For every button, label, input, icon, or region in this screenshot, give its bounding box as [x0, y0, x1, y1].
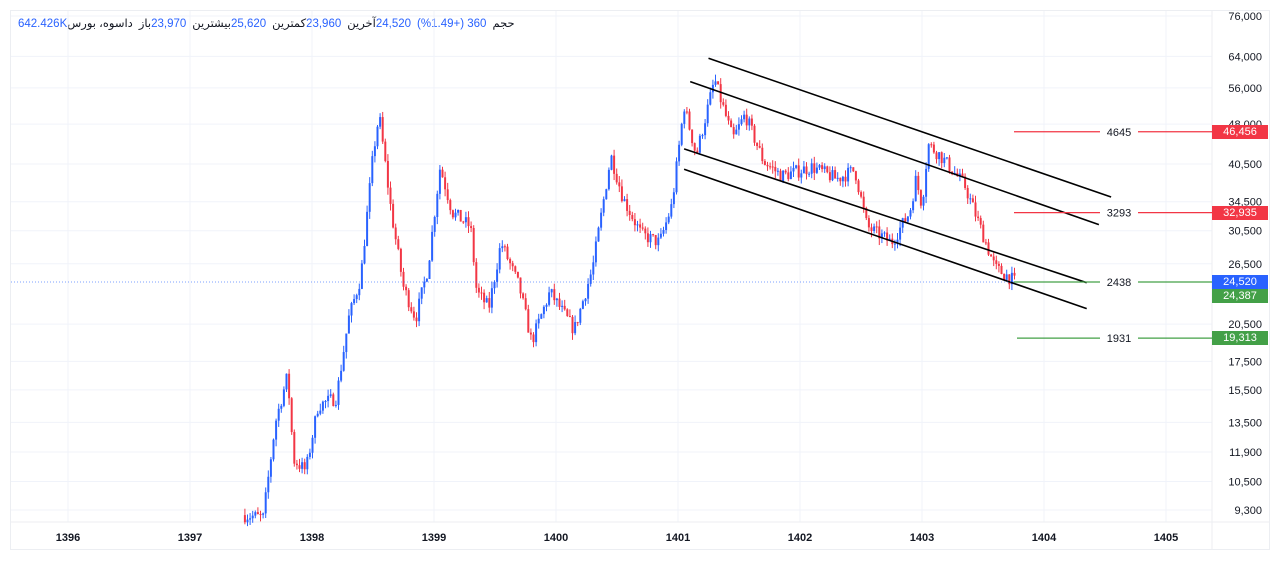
time-axis[interactable]: 1396 1397 1398 1399 1400 1401 1402 1403 1404 1405: [56, 532, 1178, 544]
last-price-tag: 24,520: [1212, 275, 1268, 290]
price-tick: 76,000: [1228, 11, 1262, 23]
time-tick: 1405: [1154, 532, 1178, 544]
time-tick: 1398: [300, 532, 324, 544]
ohlc-legend: 642.426K حجم 360 (+1.49%) 24,520آخرین 23,960…: [18, 16, 515, 30]
time-tick: 1396: [56, 532, 80, 544]
price-tick: 17,500: [1228, 356, 1262, 368]
time-tick: 1402: [788, 532, 812, 544]
open-value: 23,970: [151, 18, 187, 30]
price-tick: 30,500: [1228, 226, 1262, 238]
time-tick: 1399: [422, 532, 446, 544]
price-tick: 40,500: [1228, 159, 1262, 171]
time-tick: 1401: [666, 532, 690, 544]
price-axis[interactable]: 76,00064,00056,00048,00040,50034,50030,5…: [1228, 11, 1262, 517]
close-value: 24,520: [375, 18, 412, 30]
high-label: بیشترین: [192, 18, 231, 30]
price-tick: 15,500: [1228, 385, 1262, 397]
low-label: کمترین: [272, 18, 307, 30]
volume-value: 642.426K: [18, 18, 68, 30]
chart-frame: [10, 10, 1270, 550]
candlestick-series: [243, 74, 1016, 527]
time-tick: 1397: [178, 532, 202, 544]
price-tick: 11,900: [1229, 447, 1262, 459]
close-label: آخرین: [347, 18, 376, 30]
grid-lines: [11, 11, 1269, 549]
level-label-4645: 4645: [1107, 127, 1131, 139]
channel-line-4[interactable]: [683, 168, 1087, 310]
price-tick: 9,300: [1234, 505, 1262, 517]
time-tick: 1404: [1032, 532, 1057, 544]
channel-line-3[interactable]: [683, 148, 1087, 284]
time-tick: 1403: [910, 532, 934, 544]
price-tick: 10,500: [1228, 476, 1262, 488]
symbol-name: داسوه، بورس: [67, 18, 133, 30]
level-price-tag: 24,387: [1212, 289, 1268, 304]
volume-label: حجم: [492, 18, 515, 30]
change-value: 360 (+1.49%): [417, 18, 487, 30]
level-label-2438: 2438: [1107, 277, 1131, 289]
horizontal-levels[interactable]: 4645 3293 2438 1931: [11, 124, 1212, 346]
trend-channel-lines[interactable]: [683, 57, 1112, 310]
level-label-1931: 1931: [1107, 333, 1131, 345]
price-tick: 56,000: [1228, 83, 1262, 95]
high-value: 25,620: [230, 18, 267, 30]
price-tick: 26,500: [1228, 259, 1262, 271]
price-tick: 13,500: [1228, 417, 1262, 429]
channel-line-2[interactable]: [689, 80, 1100, 226]
price-tick: 20,500: [1228, 319, 1262, 331]
level-price-tag: 46,456: [1212, 124, 1268, 139]
price-tick: 64,000: [1228, 51, 1262, 63]
level-price-tag: 19,313: [1212, 331, 1268, 346]
time-tick: 1400: [544, 532, 568, 544]
channel-line-1[interactable]: [708, 57, 1112, 198]
level-label-3293: 3293: [1107, 208, 1131, 220]
level-price-tag: 32,935: [1212, 205, 1268, 220]
open-label: باز: [138, 18, 152, 30]
low-value: 23,960: [306, 18, 342, 30]
